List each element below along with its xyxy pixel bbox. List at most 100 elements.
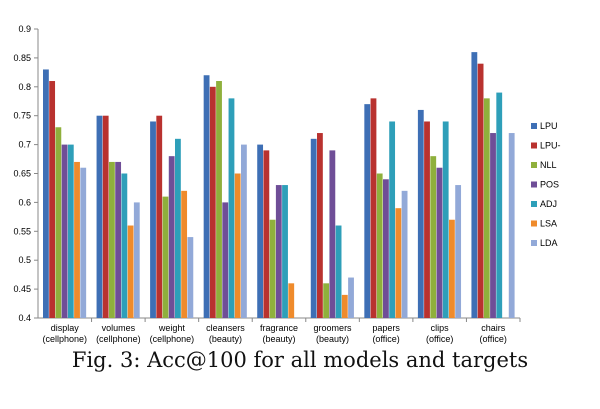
x-axis-labels: display(cellphone)volumes(cellphone)weig… [43,323,507,344]
bar-lpu-2 [150,121,156,318]
y-tick-label: 0.7 [18,140,31,150]
x-tick-label: clips [431,323,450,333]
x-tick-label: fragrance [260,323,298,333]
bar-lda-6 [401,190,408,318]
y-tick-label: 0.85 [13,53,31,63]
bar-pos-3 [222,202,229,318]
bar-lsa-7 [449,219,455,318]
bar-lda-8 [508,133,515,318]
figure-caption: Fig. 3: Acc@100 for all models and targe… [71,348,529,372]
bar-adj-4 [282,185,288,318]
legend-swatch [531,201,537,207]
x-tick-label: chairs [481,323,506,333]
bar-lsa-5 [341,294,348,318]
bar-nll-4 [269,219,276,318]
bar-lpu-7 [417,109,424,318]
x-tick-label: (office) [372,334,399,344]
bar-nll-0 [55,127,62,318]
bar-lpu-6 [370,98,377,318]
legend-label: ADJ [540,199,557,209]
bar-nll-3 [216,81,222,319]
y-tick-label: 0.5 [18,255,31,265]
legend-label: NLL [540,160,557,170]
bar-lpu-0 [43,69,49,319]
bar-lpu-4 [257,144,264,318]
bar-adj-5 [335,225,342,318]
bar-lsa-1 [127,225,134,318]
bar-adj-8 [496,92,503,318]
bar-adj-2 [175,138,181,318]
bar-lsa-4 [288,283,295,318]
y-tick-label: 0.4 [18,313,31,323]
bar-lda-7 [455,185,462,318]
bar-lpu-2 [156,115,163,318]
bar-adj-6 [389,121,396,318]
y-tick-label: 0.8 [18,82,31,92]
x-tick-label: (cellphone) [96,334,141,344]
bar-pos-8 [490,133,496,318]
bar-nll-2 [162,196,169,318]
x-tick-label: (beauty) [262,334,295,344]
x-tick-label: (beauty) [316,334,349,344]
bar-lda-0 [80,167,87,318]
x-tick-label: (cellphone) [150,334,195,344]
bar-adj-1 [121,173,128,318]
bar-lpu-5 [310,138,317,318]
bar-lpu-1 [96,115,103,318]
bar-nll-6 [376,173,383,318]
bar-pos-2 [168,156,175,318]
bars [43,52,515,319]
legend-swatch [531,162,537,168]
x-tick-label: volumes [102,323,136,333]
legend-label: LPU- [540,141,561,151]
legend-swatch [531,123,537,129]
bar-lpu-0 [49,81,56,319]
x-tick-label: (office) [480,334,507,344]
x-tick-label: display [51,323,80,333]
y-tick-label: 0.6 [18,197,31,207]
legend-swatch [531,181,537,188]
bar-lpu-8 [477,63,484,319]
legend-swatch [531,240,537,246]
legend-label: POS [540,180,559,190]
bar-pos-0 [61,144,68,318]
bar-lsa-0 [74,161,80,318]
bar-pos-7 [436,167,443,318]
bar-adj-0 [67,144,74,318]
y-tick-label: 0.75 [13,111,31,121]
bar-lda-2 [187,237,194,318]
bar-pos-6 [383,179,389,318]
bar-pos-4 [275,185,282,318]
bar-lpu-8 [471,52,478,319]
bar-lpu-3 [209,86,216,318]
y-tick-label: 0.65 [13,169,31,179]
bar-lsa-6 [395,208,402,318]
legend-swatch [531,220,537,227]
bar-lpu-5 [317,133,323,318]
bar-lda-1 [133,202,140,318]
bar-adj-3 [228,98,235,318]
bar-lda-5 [348,277,354,318]
bar-pos-5 [329,150,336,318]
legend-swatch [531,142,537,149]
x-tick-label: weight [158,323,186,333]
bar-lpu-1 [102,115,109,318]
y-tick-label: 0.55 [13,226,31,236]
bar-nll-1 [109,161,115,318]
y-tick-label: 0.45 [13,284,31,294]
bar-nll-5 [323,283,330,318]
bar-nll-7 [430,156,437,318]
y-tick-label: 0.9 [18,24,31,34]
bar-lpu-7 [424,121,430,318]
legend-label: LDA [540,238,558,248]
bar-pos-1 [115,161,122,318]
x-tick-label: papers [372,323,400,333]
x-tick-label: cleansers [206,323,245,333]
legend-label: LSA [540,219,557,229]
legend-label: LPU [540,121,558,131]
bar-lda-3 [241,144,247,318]
bar-lsa-2 [181,190,188,318]
x-tick-label: (office) [426,334,453,344]
